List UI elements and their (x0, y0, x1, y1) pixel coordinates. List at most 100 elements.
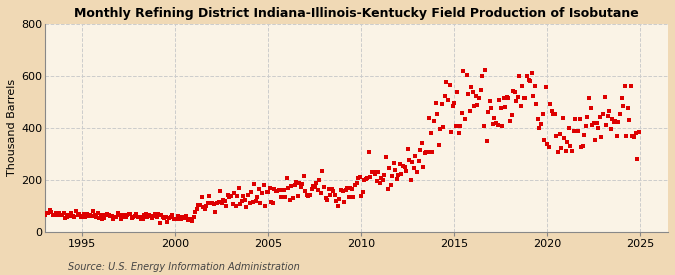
Point (624, 117, 634, 122)
Point (383, 166, 394, 170)
Point (559, 136, 570, 141)
Point (480, 68, 491, 73)
Point (584, 95, 595, 100)
Point (432, 112, 443, 117)
Point (213, 200, 224, 205)
Point (288, 196, 298, 200)
Point (489, 116, 500, 120)
Point (390, 168, 401, 172)
Point (352, 176, 363, 180)
Point (371, 179, 382, 183)
Point (326, 186, 337, 191)
Point (412, 170, 423, 174)
Point (533, 117, 543, 122)
Point (582, 115, 593, 120)
Point (502, 95, 512, 99)
Point (632, 156, 643, 161)
Point (103, 213, 114, 217)
Point (448, 103, 458, 108)
Point (511, 99, 522, 103)
Point (354, 175, 365, 180)
Point (215, 189, 225, 193)
Point (223, 193, 234, 197)
Point (535, 121, 546, 126)
Point (597, 112, 608, 116)
Point (289, 183, 300, 187)
Point (329, 193, 340, 197)
Point (396, 172, 407, 176)
Point (424, 116, 435, 120)
Point (122, 213, 132, 217)
Point (204, 194, 215, 198)
Point (40, 213, 51, 217)
Point (622, 106, 633, 110)
Point (370, 172, 381, 176)
Point (111, 214, 122, 219)
Point (207, 200, 218, 205)
Point (478, 123, 489, 128)
Point (157, 215, 168, 219)
Point (573, 128, 584, 133)
Point (610, 119, 621, 123)
Point (357, 189, 368, 194)
Point (528, 94, 539, 98)
Point (418, 165, 429, 169)
Point (115, 217, 126, 222)
Point (498, 95, 509, 100)
Point (232, 194, 242, 198)
Point (89, 213, 100, 217)
Point (64, 214, 75, 218)
Point (106, 214, 117, 218)
Point (615, 112, 626, 116)
Point (162, 219, 173, 224)
Point (407, 160, 418, 164)
Point (145, 214, 156, 218)
Point (398, 164, 408, 168)
Point (294, 181, 304, 185)
Point (607, 117, 618, 121)
Point (506, 113, 517, 117)
Point (303, 193, 314, 198)
Point (331, 199, 342, 204)
Point (75, 215, 86, 219)
Point (71, 209, 82, 213)
Point (319, 185, 329, 189)
Point (308, 184, 319, 188)
Point (69, 215, 80, 219)
Point (219, 199, 230, 204)
Point (518, 96, 529, 100)
Point (77, 213, 88, 218)
Point (539, 138, 549, 142)
Point (178, 215, 188, 219)
Point (221, 204, 232, 209)
Point (379, 172, 390, 177)
Point (375, 181, 385, 186)
Point (481, 139, 492, 143)
Point (249, 182, 260, 186)
Point (616, 96, 627, 100)
Point (139, 213, 150, 217)
Point (444, 82, 455, 87)
Point (429, 119, 439, 123)
Point (193, 203, 204, 208)
Point (491, 121, 502, 125)
Point (359, 178, 370, 182)
Point (161, 215, 171, 219)
Point (589, 121, 599, 125)
Point (266, 200, 277, 205)
Point (340, 188, 351, 192)
Point (125, 212, 136, 216)
Point (216, 201, 227, 205)
Point (78, 212, 89, 216)
Point (224, 195, 235, 199)
Point (273, 188, 284, 192)
Point (263, 189, 273, 194)
Point (72, 213, 83, 217)
Point (194, 202, 205, 207)
Point (227, 202, 238, 206)
Point (460, 117, 470, 121)
Point (272, 189, 283, 193)
Point (97, 217, 108, 221)
Point (360, 177, 371, 181)
Point (508, 89, 518, 94)
